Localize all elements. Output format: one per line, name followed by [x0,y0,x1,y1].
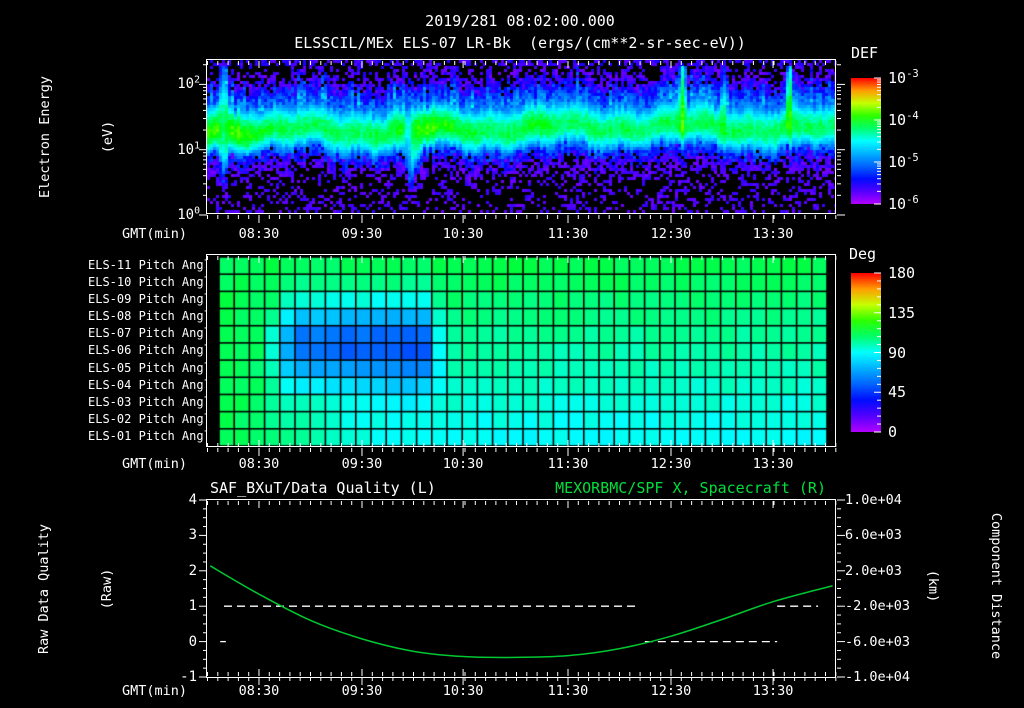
distance-tick-label: 2.0e+03 [845,562,902,579]
def-colorbar [851,78,881,204]
x-tick-label: 13:30 [752,226,794,242]
row-label-els09: ELS-09 Pitch Angle [88,291,219,306]
distance-tick-label: -1.0e+04 [845,669,911,685]
quality-tick-label: 3 [188,527,197,544]
deg-colorbar-title: Deg [849,245,877,263]
def-colorbar-label: 10-4 [888,110,919,129]
row-label-els05: ELS-05 Pitch Angle [88,360,219,375]
quality-tick-label: 1 [188,598,197,615]
x-tick-label: 13:30 [752,683,794,699]
deg-colorbar-label: 90 [888,343,907,362]
row-label-els07: ELS-07 Pitch Angle [88,326,219,341]
x-tick-label: 11:30 [547,456,589,472]
deg-colorbar-label: 135 [888,303,916,322]
pitch-angle-panel [206,254,836,447]
distance-tick-label: 6.0e+03 [845,527,902,544]
x-tick-label: 11:30 [547,226,589,242]
quality-tick-label: 2 [188,562,197,579]
x-tick-label: 11:30 [547,683,589,699]
gmt-axis-label: GMT(min) [121,226,187,242]
distance-tick-label: -6.0e+03 [845,633,911,650]
row-label-els11: ELS-11 Pitch Angle [88,257,219,272]
deg-colorbar-label: 45 [888,383,907,402]
x-tick-label: 08:30 [238,683,280,699]
x-tick-label: 12:30 [650,683,692,699]
deg-colorbar-label: 0 [888,423,898,441]
row-label-els10: ELS-10 Pitch Angle [88,274,219,289]
x-tick-label: 12:30 [650,226,692,242]
x-tick-label: 13:30 [752,456,794,472]
x-tick-label: 08:30 [238,456,280,472]
spectrogram-panel [206,59,836,214]
quality-tick-label: 4 [188,492,197,508]
quality-tick-label: 0 [188,633,197,650]
row-label-els03: ELS-03 Pitch Angle [88,394,219,409]
distance-tick-label: -2.0e+03 [845,598,911,615]
row-label-els01: ELS-01 Pitch Angle [88,429,219,444]
quality-tick-label: -1 [180,669,197,685]
x-tick-label: 10:30 [442,683,484,699]
distance-tick-label: 1.0e+04 [845,492,902,508]
x-tick-label: 10:30 [442,226,484,242]
quality-orbit-panel [206,499,836,678]
def-colorbar-label: 10-5 [888,152,919,171]
def-colorbar-label: 10-6 [888,194,919,213]
quality-axis-label: Raw Data Quality (Raw) [36,523,115,655]
def-colorbar-title: DEF [851,44,879,62]
row-label-els06: ELS-06 Pitch Angle [88,343,219,358]
x-tick-label: 09:30 [341,226,383,242]
electron-spectrogram-canvas [207,60,835,213]
gmt-axis-label: GMT(min) [121,456,187,472]
def-colorbar-label: 10-3 [888,68,919,87]
deg-colorbar-label: 180 [888,264,916,282]
deg-colorbar [851,273,881,432]
gmt-axis-label: GMT(min) [121,683,187,699]
row-label-els08: ELS-08 Pitch Angle [88,309,219,324]
x-tick-label: 10:30 [442,456,484,472]
row-label-els02: ELS-02 Pitch Angle [88,412,219,427]
x-tick-label: 09:30 [341,683,383,699]
energy-tick-10ev: 101 [177,140,200,158]
pitch-angle-canvas [207,255,835,446]
x-tick-label: 09:30 [341,456,383,472]
timestamp-title: 2019/281 08:02:00.000 [425,12,615,30]
energy-tick-100ev: 102 [177,74,200,92]
x-tick-label: 08:30 [238,226,280,242]
orbit-series-title: MEXORBMC/SPF X, Spacecraft (R) [555,479,826,497]
x-tick-label: 12:30 [650,456,692,472]
energy-tick-1ev: 100 [177,205,200,223]
energy-axis-label: Electron Energy (eV) [37,76,116,198]
quality-series-title: SAF_BXuT/Data Quality (L) [210,479,436,497]
plot-title: ELSSCIL/MEx ELS-07 LR-Bk (ergs/(cm**2-sr… [294,34,746,52]
row-label-els04: ELS-04 Pitch Angle [88,377,219,392]
